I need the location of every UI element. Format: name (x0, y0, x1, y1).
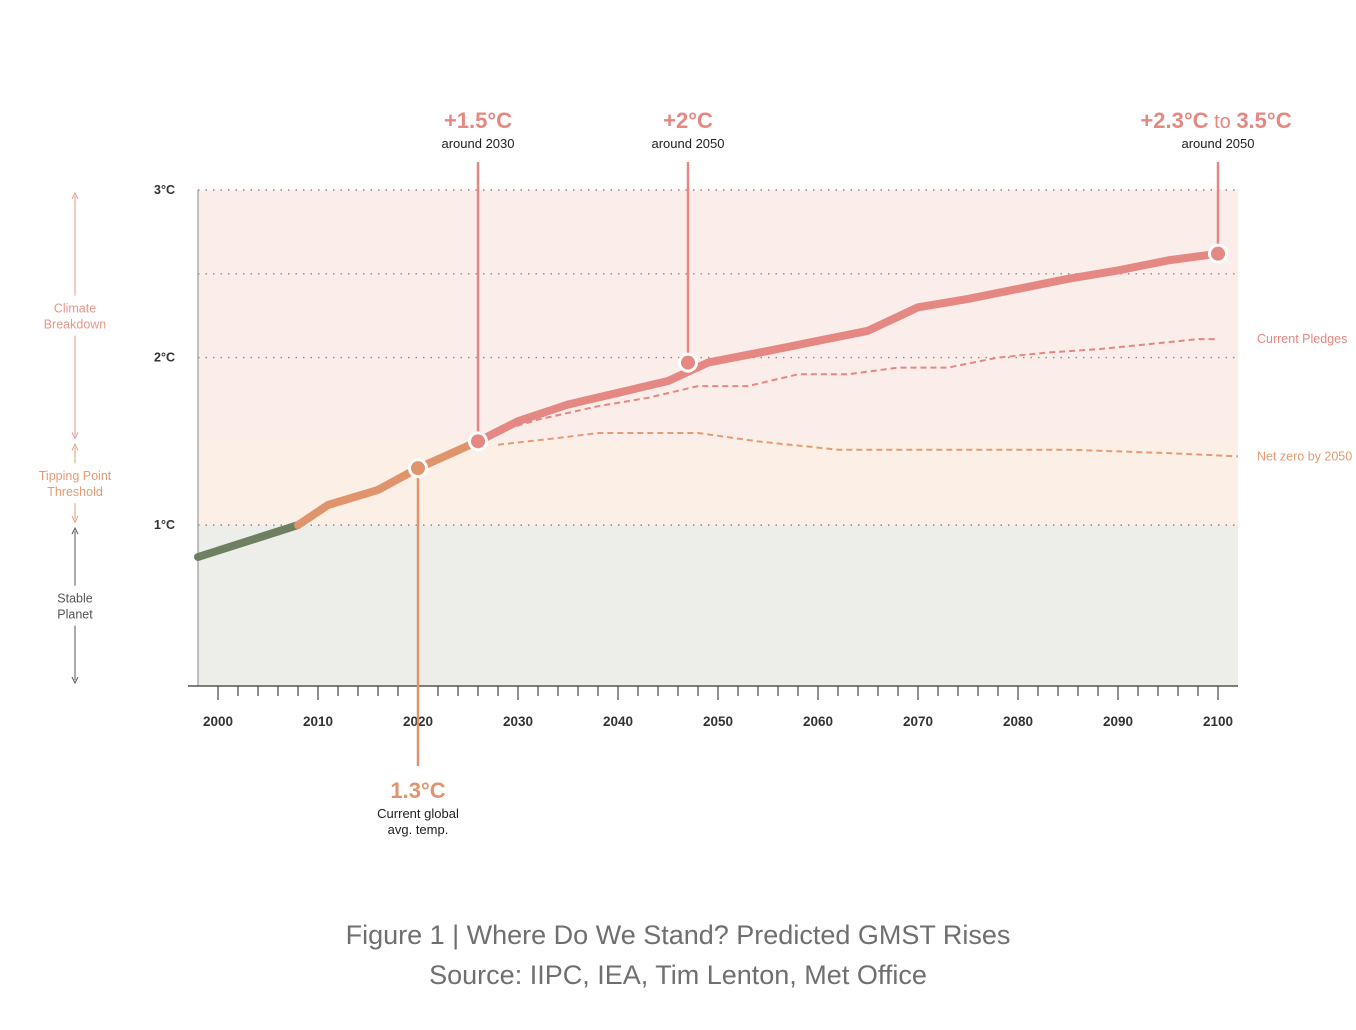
x-tick-label: 2010 (303, 714, 333, 729)
callout-sublabel: around 2050 (651, 136, 724, 151)
x-tick-label: 2040 (603, 714, 633, 729)
callout-value: 1.3°C (390, 778, 445, 803)
figure-caption: Figure 1 | Where Do We Stand? Predicted … (345, 920, 1011, 950)
arrow-down-icon (71, 432, 79, 440)
y-tick-label: 2°C (154, 351, 175, 365)
callout-value-part: +2.3°C (1140, 108, 1208, 133)
callout-sublabel: Current global (377, 806, 459, 821)
gmst-chart: 2000201020202030204020502060207020802090… (39, 108, 1352, 837)
band-label: Breakdown (44, 318, 107, 332)
series-line-0 (194, 521, 302, 561)
data-point-marker (1211, 246, 1225, 261)
band-label: Planet (57, 608, 93, 622)
callout-value: +2°C (663, 108, 713, 133)
callout-sublabel: around 2050 (1181, 136, 1254, 151)
series-line-2 (474, 249, 1222, 446)
arrow-up-icon (71, 443, 79, 451)
arrow-up-icon (71, 527, 79, 535)
x-tick-label: 2030 (503, 714, 533, 729)
x-tick-label: 2060 (803, 714, 833, 729)
series-line-1 (294, 437, 482, 530)
x-tick-label: 2050 (703, 714, 733, 729)
arrow-down-icon (71, 515, 79, 524)
band-stable-planet (198, 525, 1238, 686)
band-label: Climate (54, 302, 96, 316)
callout-value: +2.3°C to 3.5°C (1140, 108, 1291, 133)
band-label: Tipping Point (39, 469, 112, 483)
callout-sublabel: avg. temp. (388, 822, 449, 837)
series-net-zero-by-2050 (497, 432, 1239, 458)
y-tick-label: 3°C (154, 183, 175, 197)
x-tick-label: 2000 (203, 714, 233, 729)
x-tick-label: 2090 (1103, 714, 1133, 729)
series-current-pledges (487, 338, 1218, 436)
arrow-up-icon (71, 191, 79, 200)
series-label: Net zero by 2050 (1257, 449, 1352, 463)
callout-value: +1.5°C (444, 108, 512, 133)
band-climate-breakdown (198, 190, 1238, 442)
callout-value-part: 3.5°C (1236, 108, 1291, 133)
x-tick-label: 2100 (1203, 714, 1233, 729)
callout-sublabel: around 2030 (441, 136, 514, 151)
data-point-marker (681, 355, 695, 370)
callout-value-part: to (1209, 111, 1237, 133)
x-tick-label: 2080 (1003, 714, 1033, 729)
band-label: Stable (57, 592, 92, 606)
y-tick-label: 1°C (154, 518, 175, 532)
data-point-marker (411, 461, 425, 476)
series-label: Current Pledges (1257, 332, 1347, 346)
data-point-marker (471, 434, 485, 449)
x-tick-label: 2070 (903, 714, 933, 729)
band-tipping-point-threshold (198, 441, 1238, 526)
figure-source: Source: IIPC, IEA, Tim Lenton, Met Offic… (429, 960, 927, 990)
band-label: Threshold (47, 485, 103, 499)
arrow-down-icon (71, 676, 79, 685)
